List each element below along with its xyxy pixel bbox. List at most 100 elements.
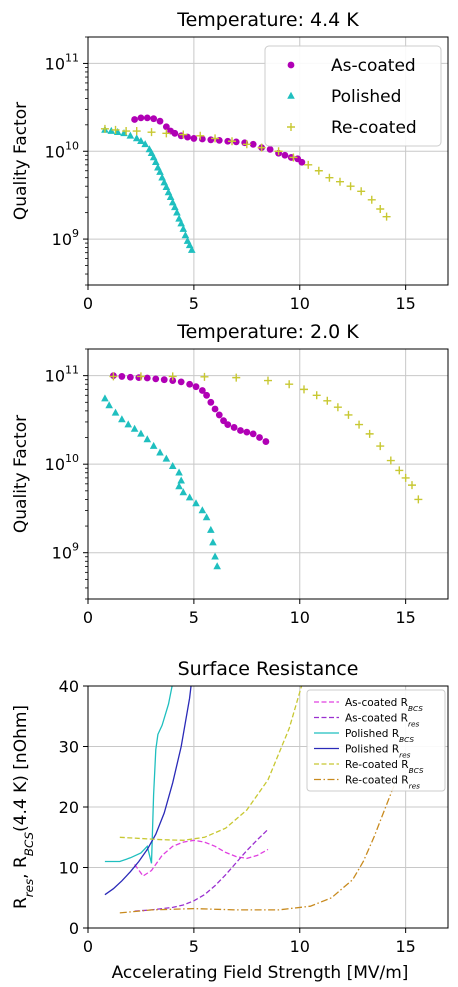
data-point — [249, 140, 257, 148]
series-line-as-coated-r-res — [134, 828, 269, 912]
data-point — [107, 126, 116, 134]
data-point — [408, 481, 416, 490]
series-line-as-coated-r-bcs — [134, 839, 269, 877]
data-point — [126, 373, 134, 381]
data-point — [162, 129, 171, 138]
legend-label-txt: Polished — [345, 744, 392, 756]
data-point — [190, 135, 198, 142]
legend-label: As-coated RBCS — [345, 697, 423, 713]
legend-label-txt: Polished — [345, 728, 392, 740]
legend-label-txt: As-coated — [345, 713, 401, 725]
y-tick-label: 0 — [69, 919, 79, 938]
legend-label: Polished Rres — [345, 744, 411, 760]
plot-frame — [87, 36, 449, 286]
plot-frame — [87, 348, 449, 600]
data-point — [256, 434, 263, 441]
data-point — [196, 131, 205, 140]
data-point — [237, 427, 244, 434]
series-re-coated — [109, 372, 423, 504]
legend-label-r: R — [401, 775, 408, 787]
data-point — [130, 424, 139, 432]
x-tick-label: 5 — [189, 294, 199, 313]
series-line-re-coated-r-res — [119, 782, 396, 914]
data-point — [137, 137, 145, 145]
data-point — [137, 114, 145, 122]
series-group — [101, 372, 423, 570]
data-point — [355, 420, 364, 429]
chart-title: Surface Resistance — [178, 658, 359, 680]
y-axis-label-r: R — [11, 856, 31, 868]
y-axis-label-txt: (4.4 K) [nOhm] — [11, 705, 31, 832]
y-tick-label-exp: 11 — [65, 51, 79, 64]
legend-marker — [287, 61, 295, 69]
series-as-coated — [110, 372, 270, 445]
y-tick-label-base: 10 — [45, 142, 65, 161]
data-point — [147, 128, 156, 137]
data-point — [143, 374, 151, 382]
data-point — [285, 380, 294, 389]
data-point — [181, 231, 190, 239]
data-point — [166, 192, 175, 200]
data-point — [143, 114, 151, 122]
data-point — [177, 378, 185, 386]
y-tick-label: 40 — [59, 677, 79, 696]
legend-label: As-coated — [331, 56, 416, 76]
series-group — [104, 686, 396, 914]
data-point — [333, 403, 342, 412]
data-point — [209, 538, 217, 546]
series-polished — [101, 125, 196, 253]
x-tick-label: 0 — [83, 608, 93, 627]
series-line-polished-r-res — [104, 686, 192, 896]
legend-label: Polished — [331, 87, 401, 107]
data-point — [179, 130, 188, 139]
data-point — [346, 182, 355, 191]
data-point — [168, 461, 177, 469]
legend-label: Re-coated RBCS — [345, 759, 424, 775]
data-point — [230, 424, 238, 431]
legend-label-r: R — [392, 728, 399, 740]
data-point — [262, 438, 270, 445]
data-point — [175, 482, 183, 490]
y-axis-label: Quality Factor — [11, 102, 31, 220]
data-point — [257, 143, 266, 152]
data-point — [325, 173, 334, 182]
data-point — [200, 372, 209, 381]
data-point — [179, 224, 188, 232]
y-axis-label-sub: res — [22, 879, 36, 897]
x-tick-label: 5 — [189, 608, 199, 627]
data-point — [118, 373, 126, 380]
data-point — [207, 525, 215, 533]
legend-marker — [287, 123, 295, 131]
data-point — [232, 138, 240, 146]
data-point — [382, 212, 391, 221]
series-polished — [101, 394, 221, 570]
y-tick-label: 20 — [59, 798, 79, 817]
data-point — [314, 166, 323, 175]
legend-box — [264, 45, 442, 147]
legend-label-sub: BCS — [409, 766, 424, 775]
data-point — [162, 182, 171, 190]
x-tick-label: 10 — [290, 608, 310, 627]
data-point — [203, 391, 210, 399]
y-tick-label-base: 10 — [52, 544, 72, 563]
legend-label: Re-coated — [331, 118, 417, 138]
data-point — [224, 137, 232, 145]
y-axis-label-txt: , — [11, 868, 31, 879]
data-point — [118, 415, 126, 423]
data-point — [100, 124, 109, 133]
data-point — [243, 428, 251, 436]
data-point — [224, 421, 232, 428]
legend-label: Polished RBCS — [345, 728, 414, 744]
legend-label-sub: res — [399, 750, 411, 759]
data-point — [192, 383, 200, 391]
data-point — [211, 405, 219, 413]
y-axis-label: Rres, RBCS(4.4 K) [nOhm] — [11, 705, 36, 909]
data-point — [215, 411, 223, 419]
data-point — [198, 387, 206, 394]
data-point — [365, 429, 374, 438]
legend-label-txt: Re-coated — [345, 775, 401, 787]
y-axis-label-r: R — [11, 897, 31, 909]
data-point — [192, 499, 200, 507]
data-point — [177, 219, 185, 227]
